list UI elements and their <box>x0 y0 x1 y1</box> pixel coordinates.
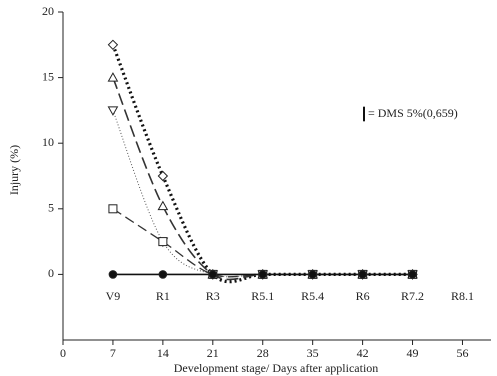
marker <box>258 270 268 279</box>
marker <box>208 270 218 279</box>
x-tick-label: 7 <box>110 346 116 360</box>
y-tick-label: 0 <box>48 266 54 280</box>
marker <box>158 237 168 247</box>
marker <box>108 270 118 279</box>
marker <box>107 72 119 82</box>
series-line <box>112 208 413 278</box>
stage-label: R7.2 <box>401 289 424 303</box>
y-tick-label: 20 <box>42 4 54 18</box>
marker <box>308 270 317 279</box>
stage-label: R8.1 <box>451 289 474 303</box>
x-tick-label: 56 <box>456 346 468 360</box>
y-tick-label: 15 <box>42 69 54 83</box>
x-tick-label: 35 <box>307 346 319 360</box>
marker <box>107 106 119 116</box>
lsd-label: = DMS 5%(0,659) <box>368 106 458 120</box>
y-tick-label: 10 <box>42 135 54 149</box>
series-line <box>111 44 413 284</box>
y-tick-label: 5 <box>48 201 54 215</box>
x-tick-label: 28 <box>257 346 269 360</box>
series-line <box>112 110 413 278</box>
marker <box>157 170 169 182</box>
marker <box>107 39 119 51</box>
stage-label: R3 <box>206 289 220 303</box>
marker <box>158 270 168 279</box>
y-axis-label: Injury (%) <box>7 145 21 195</box>
stage-label: R5.1 <box>251 289 274 303</box>
stage-label: R1 <box>156 289 170 303</box>
x-tick-label: 42 <box>357 346 369 360</box>
stage-label: V9 <box>106 289 121 303</box>
marker <box>358 270 367 279</box>
x-tick-label: 0 <box>60 346 66 360</box>
x-tick-label: 49 <box>407 346 419 360</box>
marker <box>157 200 169 211</box>
marker <box>408 270 417 279</box>
x-tick-label: 21 <box>207 346 219 360</box>
marker <box>108 204 118 214</box>
stage-label: R5.4 <box>301 289 324 303</box>
x-tick-label: 14 <box>157 346 169 360</box>
stage-label: R6 <box>356 289 370 303</box>
x-axis-label: Development stage/ Days after applicatio… <box>174 361 379 375</box>
